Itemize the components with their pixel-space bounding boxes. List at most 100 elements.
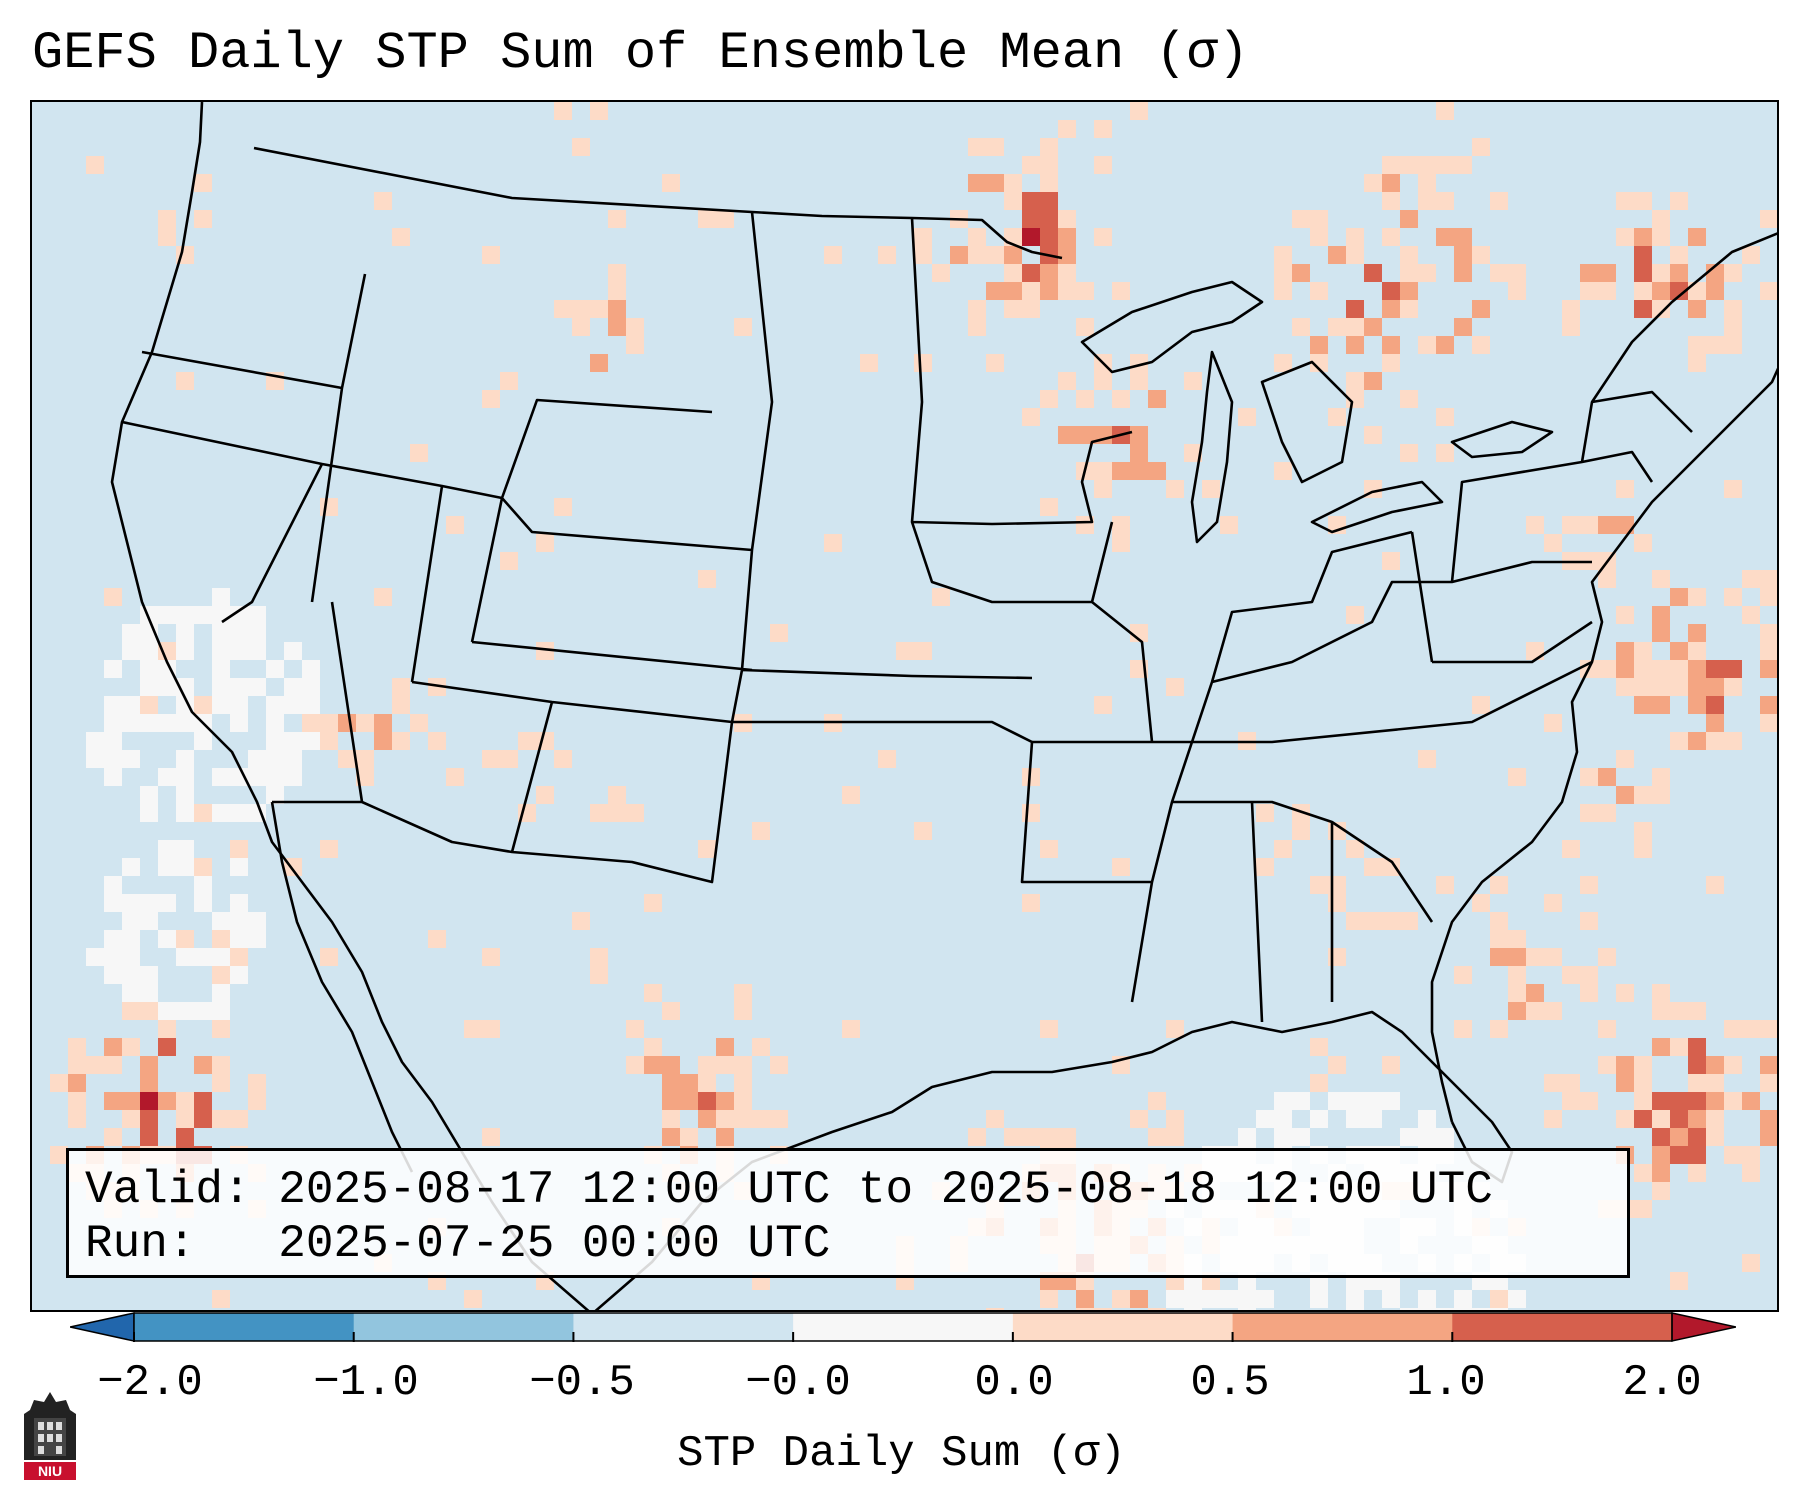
anomaly-cell bbox=[1130, 444, 1148, 462]
anomaly-cell bbox=[428, 732, 446, 750]
anomaly-cell bbox=[446, 516, 464, 534]
anomaly-cell bbox=[1022, 282, 1040, 300]
anomaly-cell bbox=[212, 768, 230, 786]
anomaly-cell bbox=[1436, 876, 1454, 894]
anomaly-cell bbox=[1346, 300, 1364, 318]
anomaly-cell bbox=[734, 1056, 752, 1074]
anomaly-cell bbox=[824, 246, 842, 264]
anomaly-cell bbox=[1670, 1272, 1688, 1290]
anomaly-cell bbox=[1112, 282, 1130, 300]
anomaly-cell bbox=[140, 984, 158, 1002]
anomaly-cell bbox=[1292, 1128, 1310, 1146]
state-lines-central bbox=[910, 217, 1593, 1023]
anomaly-cell bbox=[1346, 1092, 1364, 1110]
anomaly-cell bbox=[122, 966, 140, 984]
anomaly-cell bbox=[1760, 1074, 1777, 1092]
anomaly-cell bbox=[1166, 480, 1184, 498]
anomaly-cell bbox=[1562, 966, 1580, 984]
anomaly-cell bbox=[1490, 1290, 1508, 1308]
anomaly-cell bbox=[1022, 192, 1040, 210]
anomaly-cell bbox=[1724, 480, 1742, 498]
anomaly-cell bbox=[1760, 696, 1777, 714]
anomaly-cell bbox=[1598, 264, 1616, 282]
anomaly-cell bbox=[68, 1056, 86, 1074]
anomaly-cell bbox=[608, 318, 626, 336]
anomaly-cell bbox=[1670, 264, 1688, 282]
anomaly-cell bbox=[968, 228, 986, 246]
anomaly-cell bbox=[212, 696, 230, 714]
anomaly-cell bbox=[1454, 1020, 1472, 1038]
anomaly-cell bbox=[662, 174, 680, 192]
anomaly-cell bbox=[194, 696, 212, 714]
anomaly-cell bbox=[1346, 246, 1364, 264]
anomaly-cell bbox=[158, 1092, 176, 1110]
anomaly-cell bbox=[950, 246, 968, 264]
anomaly-cell bbox=[158, 210, 176, 228]
anomaly-cell bbox=[896, 642, 914, 660]
anomaly-cell bbox=[212, 966, 230, 984]
anomaly-cell bbox=[1652, 1002, 1670, 1020]
anomaly-cell bbox=[1778, 228, 1779, 246]
anomaly-cell bbox=[1616, 984, 1634, 1002]
anomaly-cell bbox=[1346, 1308, 1364, 1310]
anomaly-cell bbox=[1148, 390, 1166, 408]
anomaly-cell bbox=[482, 948, 500, 966]
anomaly-cell bbox=[1670, 1002, 1688, 1020]
anomaly-cell bbox=[1418, 1128, 1436, 1146]
anomaly-cell bbox=[194, 606, 212, 624]
anomaly-cell bbox=[1526, 948, 1544, 966]
anomaly-cell bbox=[392, 228, 410, 246]
anomaly-cell bbox=[590, 966, 608, 984]
colorbar-tick-label: 2.0 bbox=[1622, 1358, 1702, 1408]
anomaly-cell bbox=[716, 1038, 734, 1056]
anomaly-cell bbox=[662, 1074, 680, 1092]
anomaly-cell bbox=[1436, 228, 1454, 246]
anomaly-cell bbox=[1292, 822, 1310, 840]
anomaly-cell bbox=[1040, 1128, 1058, 1146]
anomaly-cell bbox=[644, 1056, 662, 1074]
anomaly-cell bbox=[554, 102, 572, 120]
anomaly-cell bbox=[1346, 1110, 1364, 1128]
anomaly-cell bbox=[1598, 1020, 1616, 1038]
anomaly-cell bbox=[140, 642, 158, 660]
anomaly-cell bbox=[212, 606, 230, 624]
anomaly-cell bbox=[338, 750, 356, 768]
anomaly-cell bbox=[1472, 894, 1490, 912]
anomaly-cell bbox=[734, 1074, 752, 1092]
colorbar-title: STP Daily Sum (σ) bbox=[677, 1429, 1126, 1479]
anomaly-cell bbox=[1634, 228, 1652, 246]
anomaly-cell bbox=[1346, 1290, 1364, 1308]
anomaly-cell bbox=[140, 786, 158, 804]
anomaly-cell bbox=[1148, 1128, 1166, 1146]
anomaly-cell bbox=[140, 1092, 158, 1110]
anomaly-cell bbox=[1004, 246, 1022, 264]
anomaly-cell bbox=[1274, 840, 1292, 858]
anomaly-cell bbox=[1058, 372, 1076, 390]
anomaly-cell bbox=[428, 930, 446, 948]
anomaly-cell bbox=[1688, 1002, 1706, 1020]
anomaly-cell bbox=[1058, 120, 1076, 138]
anomaly-cell bbox=[1094, 372, 1112, 390]
anomaly-cell bbox=[266, 714, 284, 732]
anomaly-cell bbox=[158, 1038, 176, 1056]
anomaly-cell bbox=[986, 246, 1004, 264]
anomaly-cell bbox=[1040, 192, 1058, 210]
anomaly-cell bbox=[104, 1038, 122, 1056]
anomaly-cell bbox=[194, 1110, 212, 1128]
anomaly-cell bbox=[1436, 1128, 1454, 1146]
anomaly-cell bbox=[1724, 264, 1742, 282]
anomaly-cell bbox=[266, 660, 284, 678]
anomaly-cell bbox=[608, 804, 626, 822]
anomaly-cell bbox=[1634, 534, 1652, 552]
anomaly-cell bbox=[86, 732, 104, 750]
anomaly-cell bbox=[1202, 480, 1220, 498]
anomaly-cell bbox=[1382, 228, 1400, 246]
anomaly-cell bbox=[500, 552, 518, 570]
anomaly-cell bbox=[1688, 228, 1706, 246]
anomaly-cell bbox=[1274, 354, 1292, 372]
anomaly-cell bbox=[536, 786, 554, 804]
anomaly-cell bbox=[1418, 1308, 1436, 1310]
anomaly-cell bbox=[1058, 228, 1076, 246]
anomaly-cell bbox=[1742, 1146, 1760, 1164]
anomaly-cell bbox=[986, 1308, 1004, 1310]
